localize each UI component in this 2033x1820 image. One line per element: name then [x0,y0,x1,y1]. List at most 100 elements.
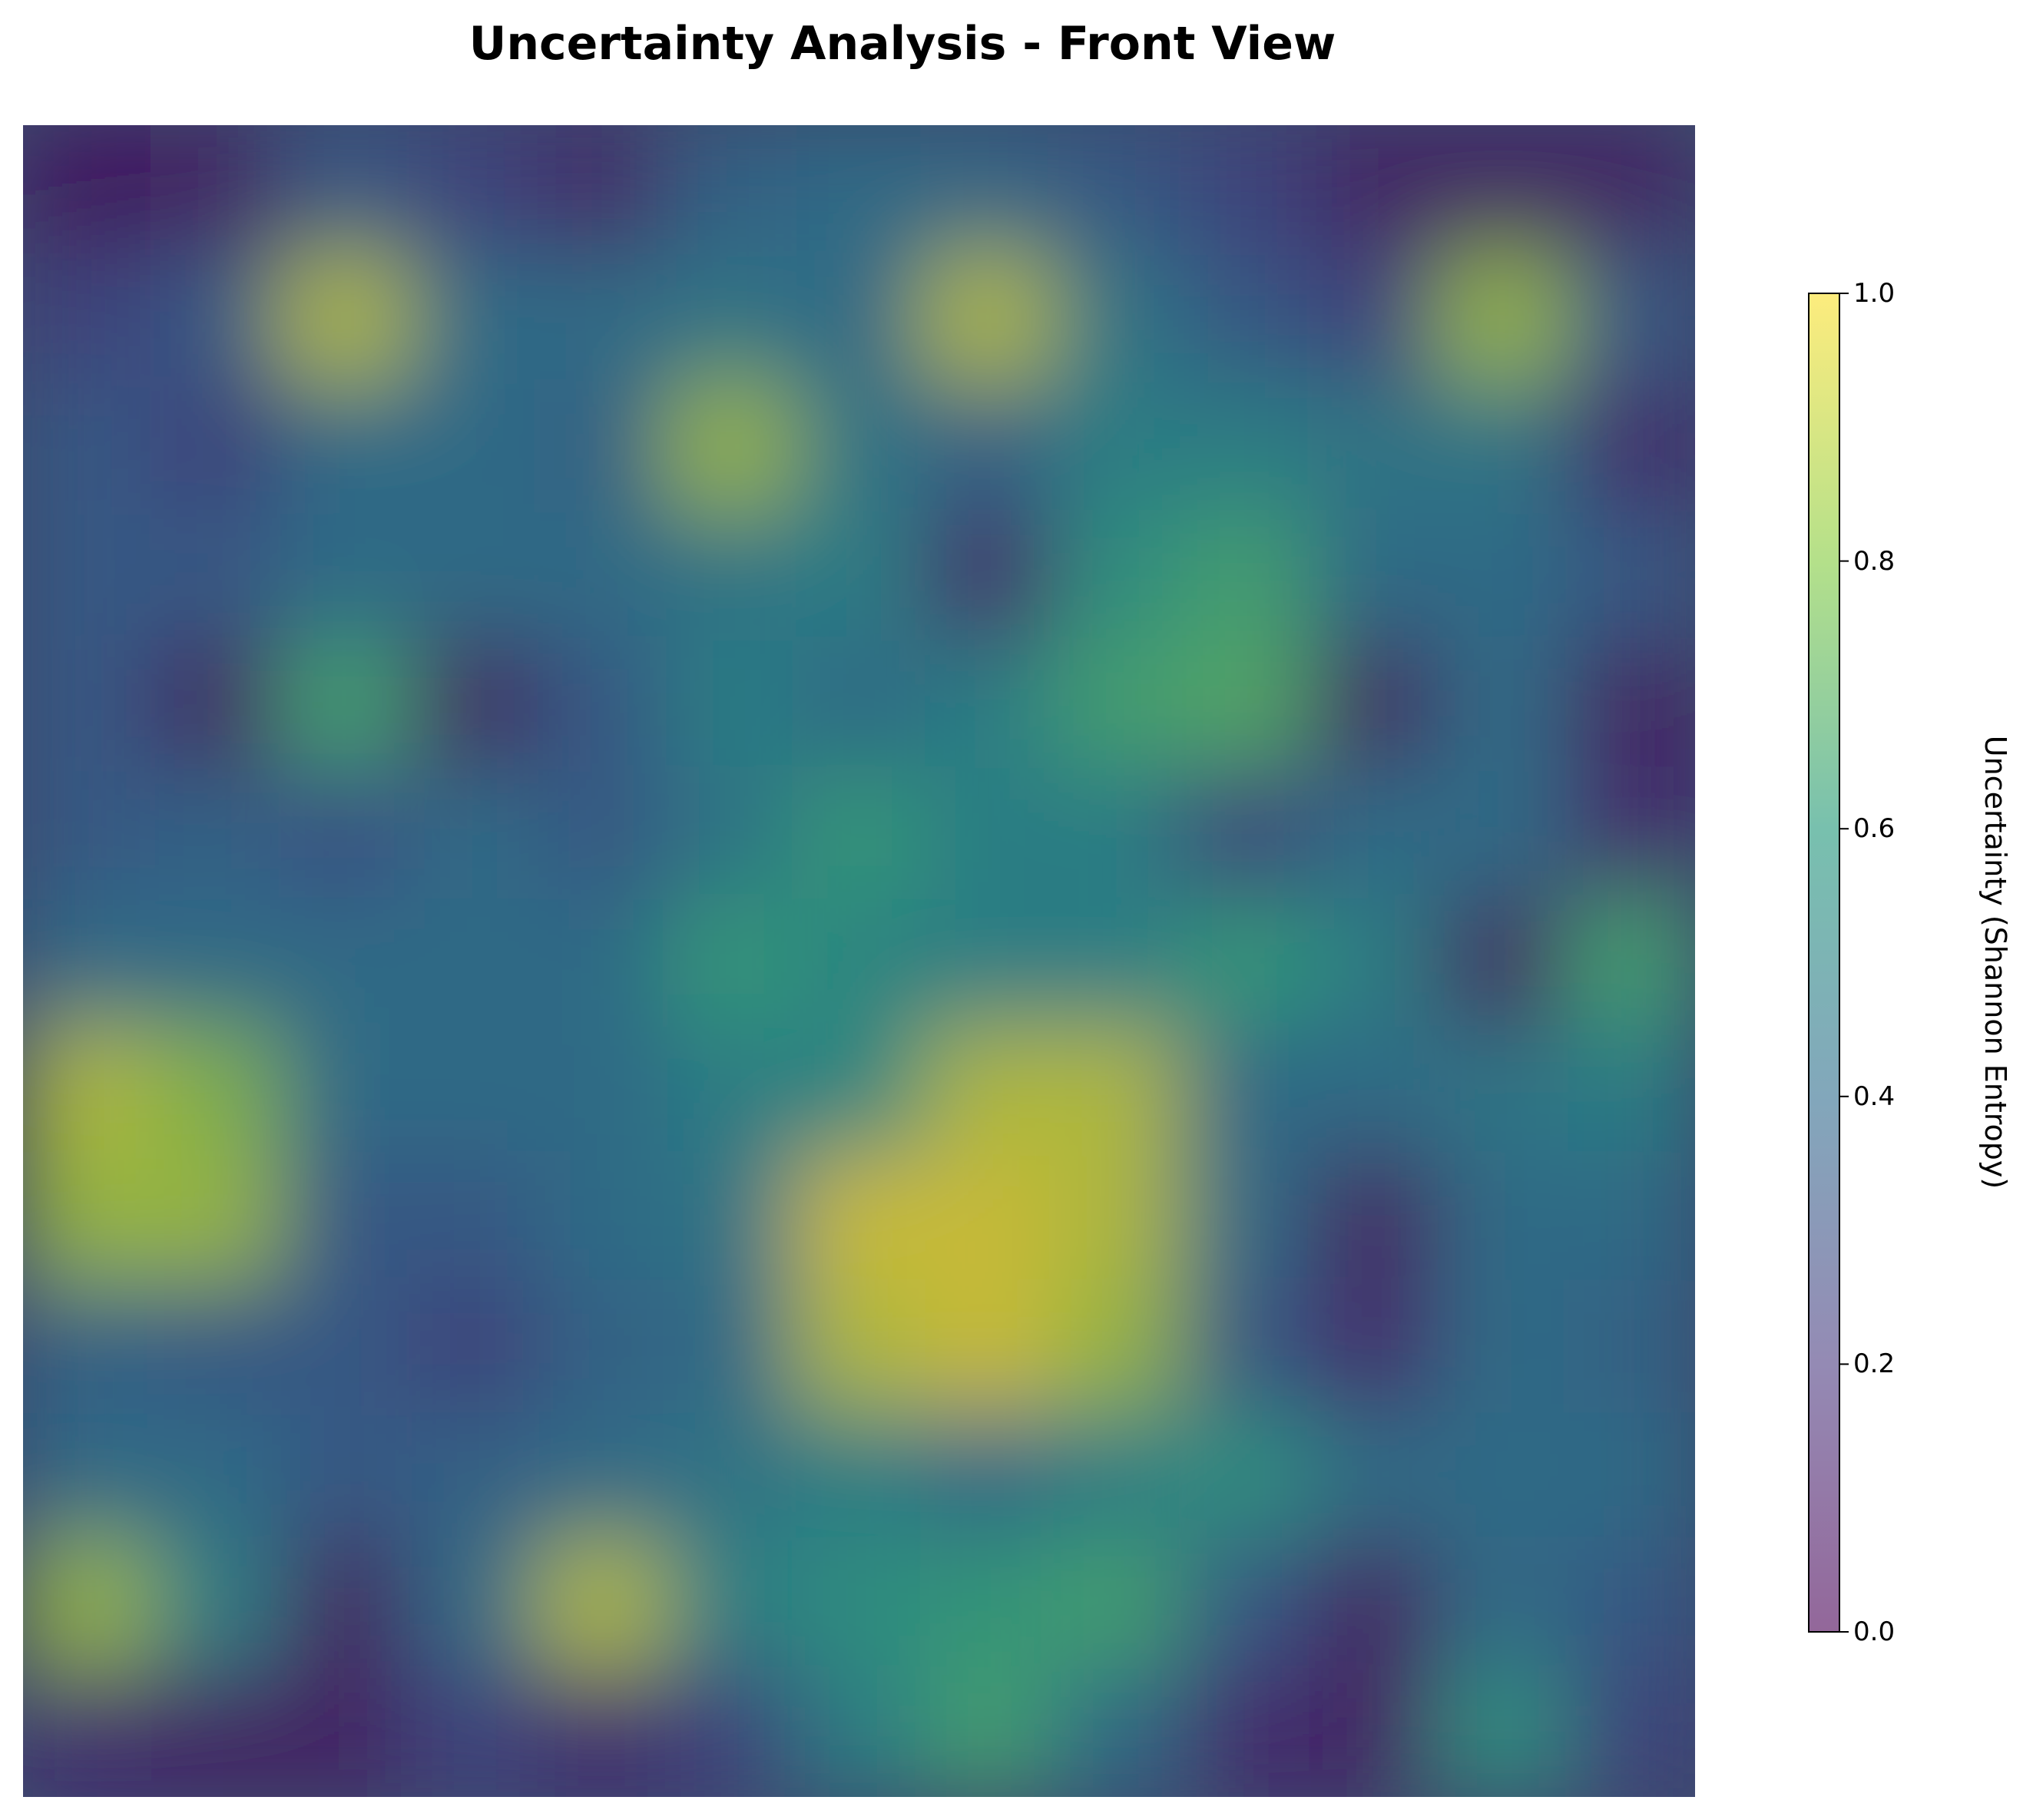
heatmap-cell [922,1024,1053,1155]
heatmap-cell [1565,1539,1695,1669]
heatmap-cell [665,1667,796,1797]
heatmap-cell [279,1153,410,1284]
heatmap-cell [793,1024,925,1155]
heatmap-cell [23,253,153,383]
heatmap-cell [279,767,410,898]
heatmap-cell [151,1539,281,1669]
heatmap-cell [1180,1024,1310,1155]
heatmap-cell [1180,253,1310,383]
heatmap-cell [151,1024,281,1155]
heatmap-cell [793,1282,925,1412]
heatmap-cell [408,381,538,512]
heatmap-cell [922,1282,1053,1412]
heatmap-cell [536,767,667,898]
heatmap-cell [1180,895,1310,1027]
heatmap-cell [1180,125,1310,255]
heatmap-cell [151,1410,281,1541]
chart-title: Uncertainty Analysis - Front View [469,17,1336,71]
heatmap-cell [1437,1153,1568,1284]
heatmap-cell [23,895,153,1027]
heatmap-cell [151,125,281,255]
heatmap-cell [151,767,281,898]
heatmap-cell [536,510,667,640]
heatmap-cell [922,638,1053,769]
heatmap-cell [1437,1282,1568,1412]
heatmap-cell [1180,510,1310,640]
heatmap-cell [408,1024,538,1155]
heatmap-cell [922,1153,1053,1284]
heatmap-cell [536,125,667,255]
heatmap-cell [1565,1410,1695,1541]
heatmap-cell [151,895,281,1027]
heatmap-cell [1051,767,1182,898]
heatmap-cell [279,1410,410,1541]
heatmap-cell [1308,1024,1439,1155]
heatmap-plot [23,125,1695,1797]
heatmap-cell [408,895,538,1027]
heatmap-cell [1437,1539,1568,1669]
heatmap-cell [408,1410,538,1541]
heatmap-cell [408,1153,538,1284]
heatmap-cell [151,1282,281,1412]
heatmap-cell [1051,125,1182,255]
heatmap-cell [793,381,925,512]
heatmap-cell [279,895,410,1027]
heatmap-cell [1051,253,1182,383]
heatmap-cell [1565,767,1695,898]
heatmap-cell [536,381,667,512]
heatmap-cell [665,1282,796,1412]
heatmap-cell [408,125,538,255]
heatmap-cell [1180,638,1310,769]
heatmap-cell [279,1539,410,1669]
colorbar-tick-label: 1.0 [1853,278,1896,309]
heatmap-cell [1565,638,1695,769]
colorbar [1808,293,1849,1633]
heatmap-cell [665,1153,796,1284]
heatmap-cell [1308,253,1439,383]
heatmap-cell [151,1667,281,1797]
heatmap-cell [1437,1410,1568,1541]
heatmap-cell [1051,510,1182,640]
heatmap-cell [1051,1282,1182,1412]
heatmap-cell [408,1282,538,1412]
heatmap-cell [1180,1539,1310,1669]
heatmap-cell [1437,895,1568,1027]
heatmap-cell [151,638,281,769]
heatmap-cell [1437,253,1568,383]
heatmap-cell [408,253,538,383]
heatmap-cell [151,253,281,383]
heatmap-cell [793,1667,925,1797]
heatmap-cell [1180,1667,1310,1797]
colorbar-label: Uncertainty (Shannon Entropy) [1978,735,2012,1190]
heatmap-cell [1565,125,1695,255]
colorbar-tick-label: 0.2 [1853,1348,1896,1380]
heatmap-cell [279,253,410,383]
heatmap-cell [1308,1282,1439,1412]
heatmap-cell [23,125,153,255]
heatmap-cell [1308,638,1439,769]
heatmap-cell [1565,1282,1695,1412]
heatmap-cell [665,381,796,512]
heatmap-cell [408,1667,538,1797]
heatmap-cell [536,1153,667,1284]
heatmap-cell [23,1667,153,1797]
heatmap-cell [1180,1153,1310,1284]
heatmap-cell [1180,1410,1310,1541]
heatmap-cell [536,895,667,1027]
heatmap-cell [1437,1667,1568,1797]
heatmap-cell [665,125,796,255]
heatmap-cell [279,510,410,640]
heatmap-cell [1051,1024,1182,1155]
heatmap-cell [279,125,410,255]
heatmap-cell [1051,638,1182,769]
heatmap-cell [922,125,1053,255]
colorbar-tick-label: 0.0 [1853,1616,1896,1647]
heatmap-cell [1180,381,1310,512]
heatmap-cell [1437,638,1568,769]
heatmap-cell [408,767,538,898]
heatmap-cell [1565,381,1695,512]
heatmap-cell [1051,1410,1182,1541]
heatmap-cell [23,510,153,640]
heatmap-cell [279,1024,410,1155]
heatmap-cell [1308,1539,1439,1669]
